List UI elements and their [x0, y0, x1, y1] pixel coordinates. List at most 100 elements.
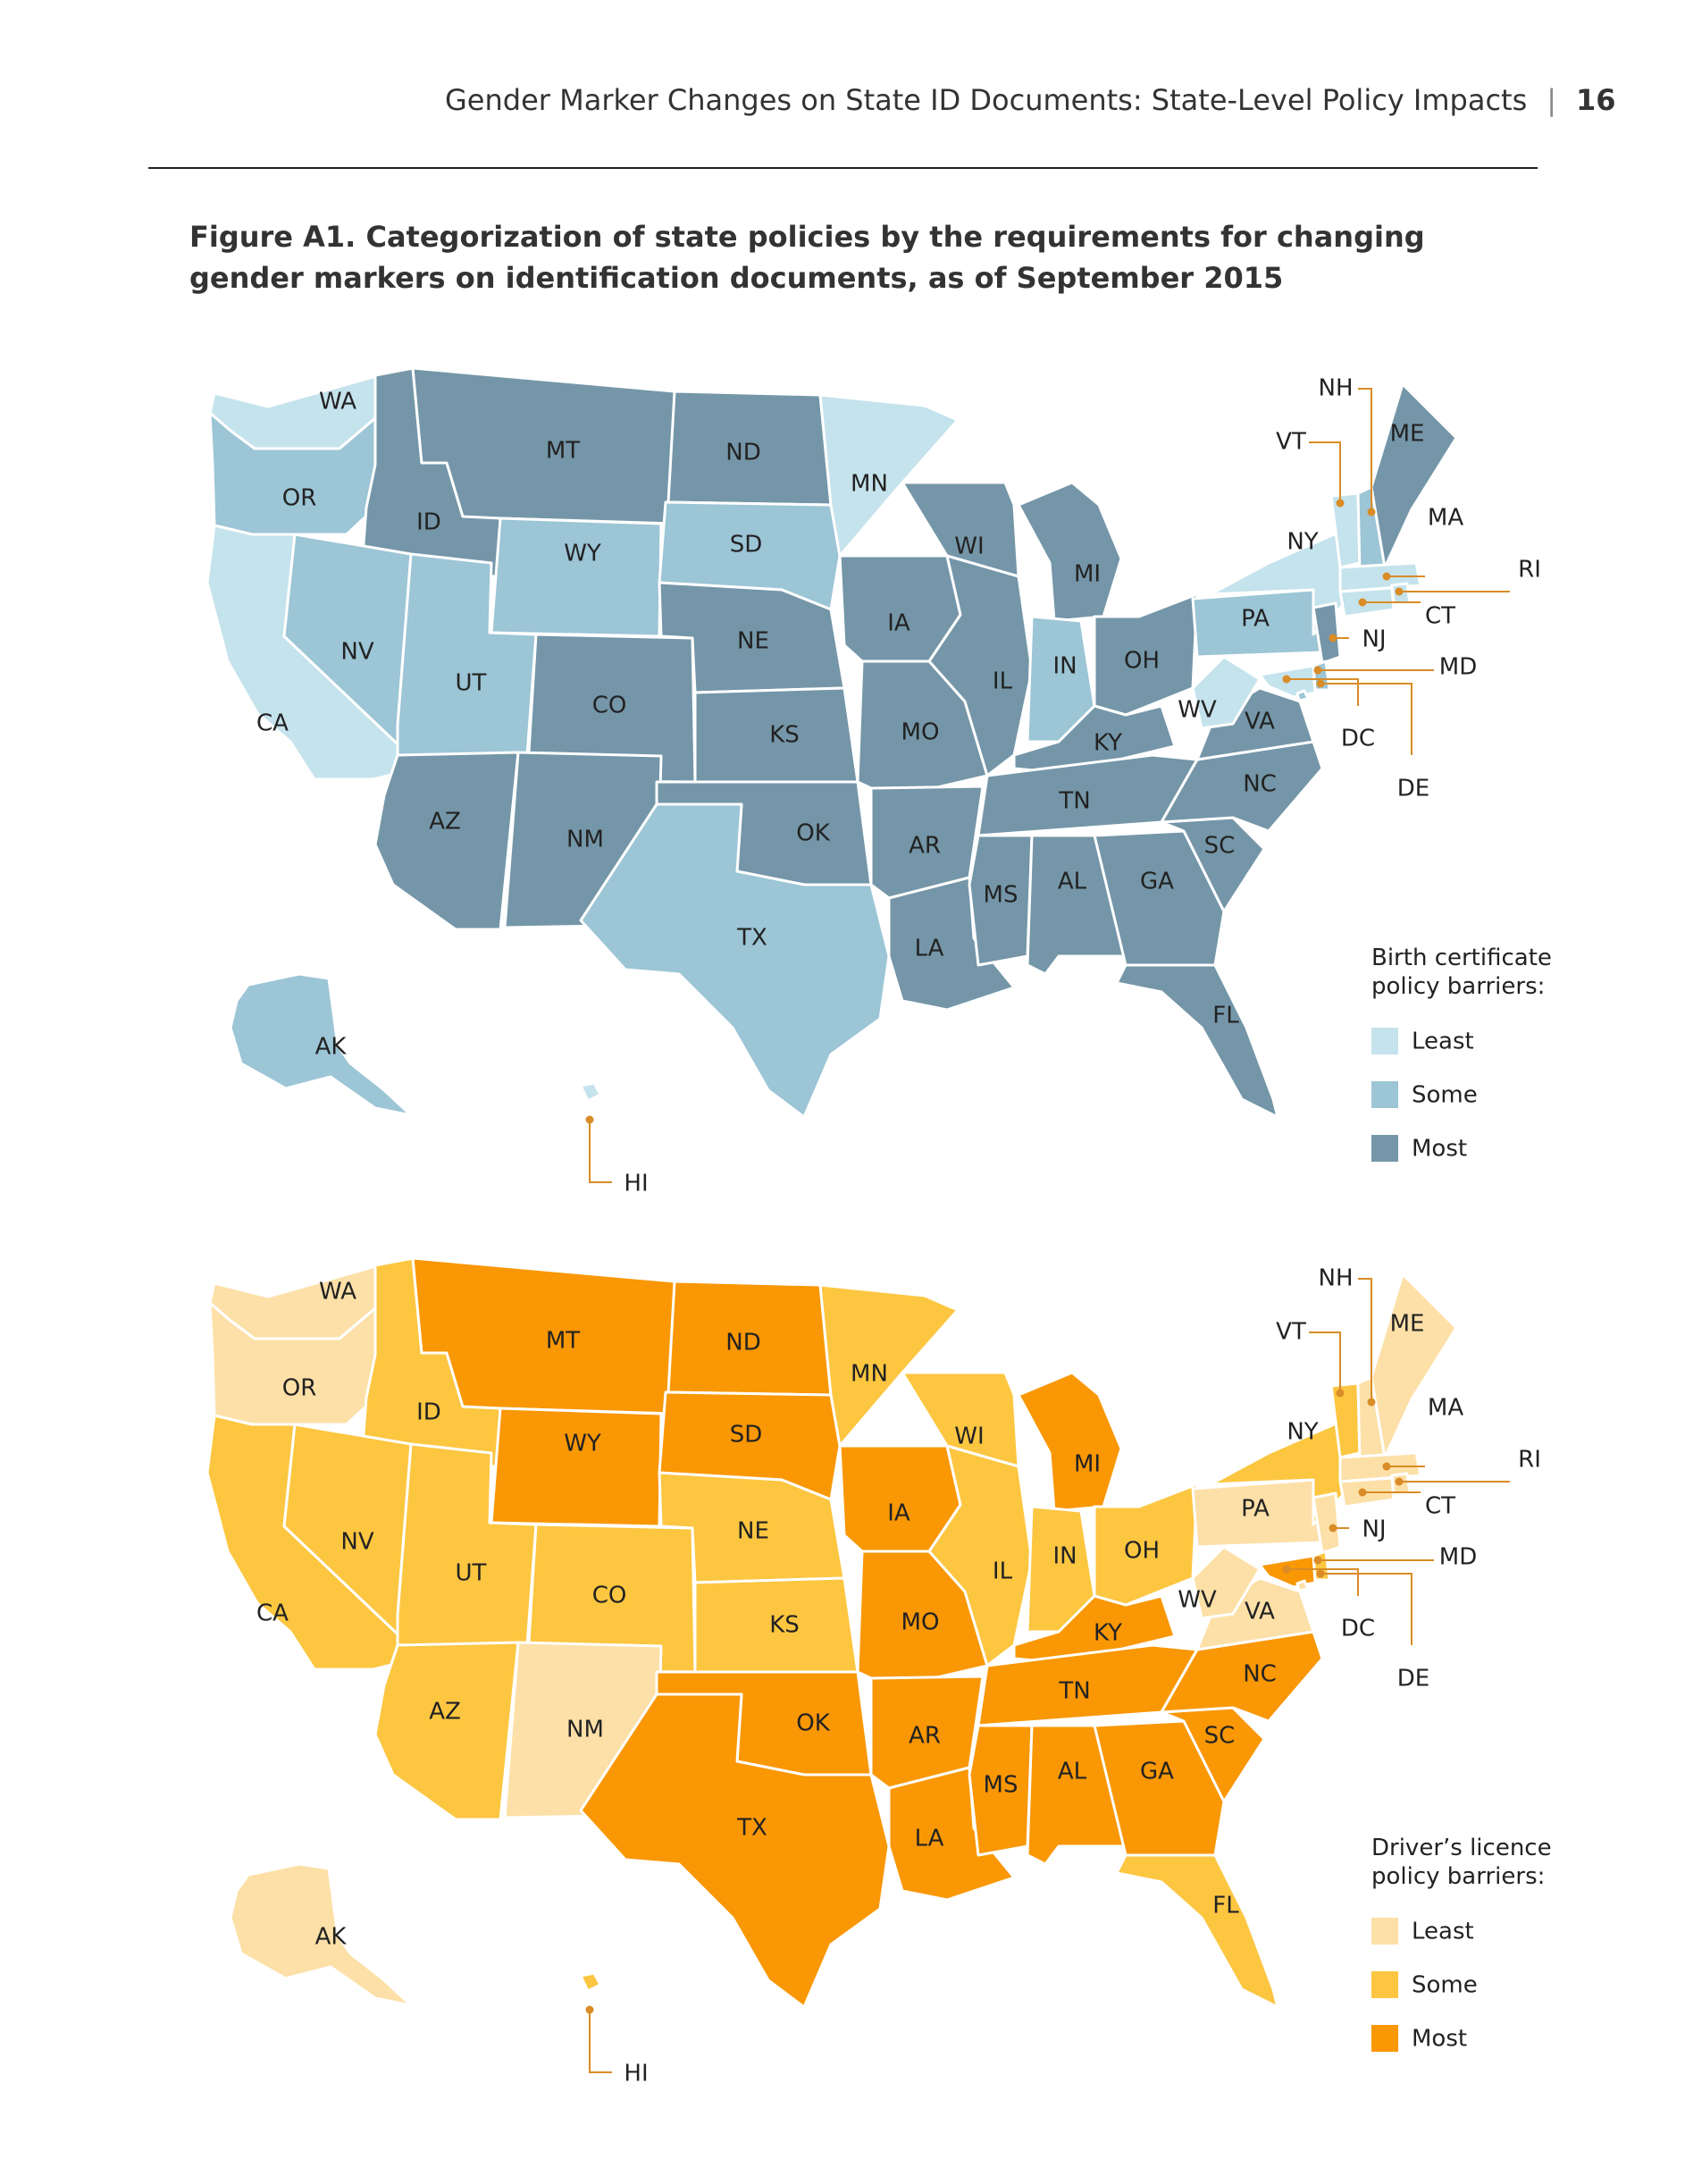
- callout-dot-hi: [585, 1115, 594, 1124]
- state-label-ma: MA: [1428, 1395, 1463, 1422]
- state-label-tx: TX: [736, 1815, 767, 1842]
- state-hi: [579, 1081, 602, 1103]
- state-tx: [579, 802, 891, 1119]
- state-label-nd: ND: [725, 440, 760, 466]
- drivers-licence-map: WA OR CA ID NV MT WY UT AZ CO NM ND SD NE KS OK TX MN IA MO…: [205, 1255, 1552, 2087]
- state-label-il: IL: [993, 668, 1013, 695]
- callout-dot-de: [1316, 679, 1325, 688]
- callout-line-vt: [1309, 441, 1341, 503]
- state-label-wy: WY: [564, 1431, 601, 1457]
- state-label-ca: CA: [256, 710, 289, 737]
- state-label-nj: NJ: [1362, 626, 1386, 653]
- state-label-mo: MO: [901, 719, 940, 746]
- state-label-tx: TX: [736, 925, 767, 952]
- callout-dot-nh: [1367, 1398, 1376, 1407]
- state-me: [1370, 1273, 1458, 1459]
- state-label-co: CO: [592, 693, 627, 719]
- state-nc: [1160, 740, 1324, 833]
- callout-dot-nj: [1329, 1524, 1337, 1533]
- state-label-or: OR: [282, 485, 317, 512]
- state-shapes: [205, 1255, 1458, 2009]
- state-dc: [1295, 689, 1310, 702]
- state-label-nh: NH: [1319, 1265, 1354, 1292]
- state-label-nc: NC: [1243, 1661, 1277, 1688]
- state-label-md: MD: [1439, 1544, 1477, 1571]
- state-ak: [229, 1862, 413, 2007]
- state-label-me: ME: [1390, 421, 1425, 448]
- state-label-wy: WY: [564, 541, 601, 567]
- callout-dot-ma: [1382, 1462, 1391, 1471]
- callout-line-nh: [1358, 1278, 1372, 1402]
- state-label-ky: KY: [1094, 730, 1122, 757]
- state-label-ok: OK: [796, 820, 830, 847]
- state-nj: [1312, 1491, 1342, 1555]
- state-label-tn: TN: [1058, 788, 1090, 815]
- birth-certificate-map: WA OR CA ID NV MT WY UT AZ CO NM ND SD NE KS OK TX MN IA MO…: [205, 365, 1552, 1197]
- state-tx: [579, 1693, 891, 2009]
- state-ak: [229, 972, 413, 1117]
- state-az: [373, 1641, 520, 1821]
- state-label-wi: WI: [954, 1424, 984, 1450]
- state-label-or: OR: [282, 1375, 317, 1402]
- callout-line-dc: [1287, 678, 1359, 706]
- state-label-de: DE: [1397, 776, 1429, 802]
- state-label-nv: NV: [340, 1529, 373, 1556]
- callout-dot-ct: [1358, 598, 1367, 607]
- state-label-dc: DC: [1341, 726, 1375, 752]
- state-label-va: VA: [1245, 1599, 1275, 1625]
- callout-line-hi: [589, 2010, 612, 2073]
- state-label-ga: GA: [1140, 1759, 1174, 1785]
- running-header: Gender Marker Changes on State ID Docume…: [445, 79, 1616, 122]
- state-wv: [1191, 1545, 1262, 1620]
- state-label-al: AL: [1058, 1759, 1087, 1785]
- state-label-ny: NY: [1287, 1419, 1318, 1446]
- legend-swatch-least: [1371, 1918, 1398, 1945]
- state-az: [373, 751, 520, 931]
- legend-label-most: Most: [1412, 2026, 1467, 2053]
- state-label-oh: OH: [1124, 1538, 1160, 1565]
- state-label-mt: MT: [546, 438, 580, 465]
- state-label-ks: KS: [769, 722, 800, 749]
- state-mi: [1017, 1371, 1123, 1513]
- state-label-la: LA: [915, 1826, 944, 1852]
- callout-line-vt: [1309, 1331, 1341, 1393]
- callout-line-de: [1320, 1573, 1413, 1645]
- state-label-nm: NM: [566, 827, 604, 853]
- callout-dot-md: [1313, 666, 1322, 675]
- state-label-ri: RI: [1518, 1447, 1541, 1474]
- state-label-ny: NY: [1287, 529, 1318, 556]
- state-fl: [1115, 963, 1279, 1119]
- callout-dot-ri: [1395, 1477, 1404, 1486]
- legend-title-line: Birth certificate: [1371, 945, 1552, 971]
- legend-label-least: Least: [1412, 1919, 1474, 1945]
- header-separator: |: [1547, 83, 1557, 117]
- legend-label-some: Some: [1412, 1972, 1478, 1999]
- callout-dot-nj: [1329, 634, 1337, 643]
- state-label-oh: OH: [1124, 648, 1160, 675]
- state-label-md: MD: [1439, 654, 1477, 681]
- state-label-nv: NV: [340, 639, 373, 666]
- state-label-ak: AK: [315, 1924, 348, 1951]
- state-label-id: ID: [416, 1399, 441, 1426]
- state-label-ri: RI: [1518, 557, 1541, 584]
- state-label-ca: CA: [256, 1600, 289, 1627]
- state-label-pa: PA: [1241, 606, 1270, 633]
- state-label-ia: IA: [887, 1500, 910, 1527]
- legend-swatch-some: [1371, 1081, 1398, 1108]
- state-label-la: LA: [915, 936, 944, 962]
- state-ga: [1093, 1719, 1226, 1857]
- state-me: [1370, 382, 1458, 569]
- callout-dot-ma: [1382, 572, 1391, 581]
- header-rule: [148, 167, 1538, 169]
- state-ga: [1093, 829, 1226, 967]
- state-label-mi: MI: [1074, 1451, 1101, 1478]
- state-ms: [968, 834, 1034, 967]
- legend-label-most: Most: [1412, 1136, 1467, 1163]
- state-label-ct: CT: [1425, 1493, 1455, 1520]
- state-label-mo: MO: [901, 1609, 940, 1636]
- state-label-ks: KS: [769, 1612, 800, 1639]
- state-nc: [1160, 1630, 1324, 1723]
- legend-title-line: policy barriers:: [1371, 1863, 1545, 1890]
- state-shapes: [205, 365, 1458, 1119]
- figure-title: Figure A1. Categorization of state polic…: [189, 220, 1425, 295]
